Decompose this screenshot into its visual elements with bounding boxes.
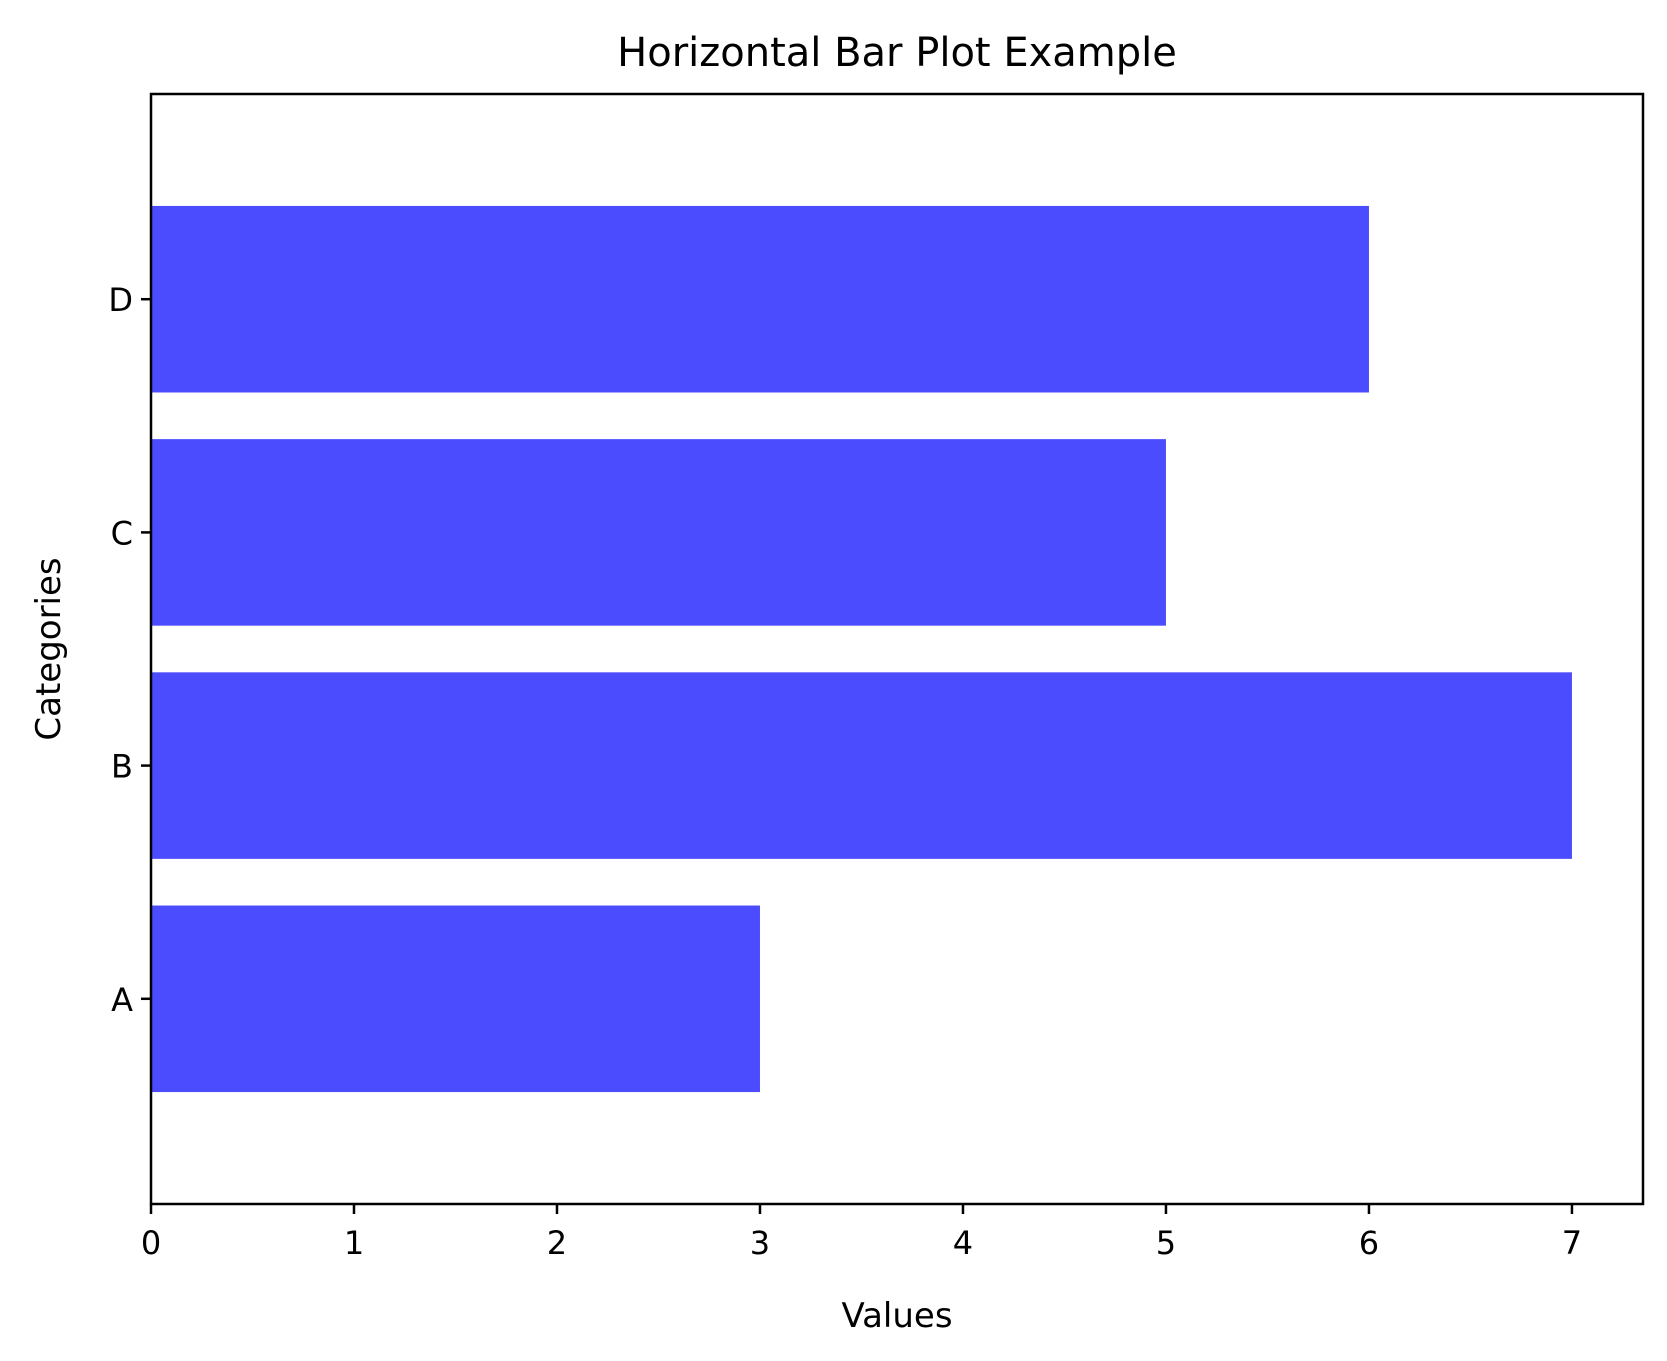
x-tick-label-2: 2 — [547, 1224, 567, 1262]
x-tick-label-4: 4 — [953, 1224, 973, 1262]
x-tick-label-5: 5 — [1156, 1224, 1176, 1262]
x-tick-label-3: 3 — [750, 1224, 770, 1262]
bars-layer — [151, 205, 1572, 1093]
bar-A — [151, 905, 760, 1093]
bar-B — [151, 672, 1572, 859]
y-axis-label: Categories — [29, 557, 69, 740]
x-tick-label-1: 1 — [344, 1224, 364, 1262]
chart-title: Horizontal Bar Plot Example — [617, 30, 1177, 76]
x-axis: 0 1 2 3 4 5 6 7 — [141, 1204, 1582, 1262]
axes-frame — [149, 92, 1645, 1206]
y-tick-label-B: B — [111, 748, 133, 786]
x-tick-label-0: 0 — [141, 1224, 161, 1262]
bar-D — [151, 205, 1369, 393]
y-tick-label-A: A — [111, 981, 133, 1019]
x-axis-label: Values — [841, 1296, 952, 1336]
bar-C — [151, 439, 1166, 626]
y-tick-label-C: C — [111, 514, 133, 552]
y-tick-label-D: D — [108, 281, 133, 319]
x-tick-label-6: 6 — [1359, 1224, 1379, 1262]
y-axis: A B C D — [108, 281, 151, 1019]
x-tick-label-7: 7 — [1562, 1224, 1582, 1262]
